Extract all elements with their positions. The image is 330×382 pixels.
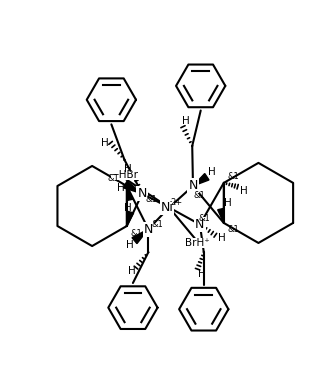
Text: H: H [217,233,225,243]
Text: H: H [208,167,215,177]
Text: H: H [198,269,206,279]
Text: H: H [126,240,134,249]
Text: H: H [224,198,231,208]
Text: &1: &1 [227,172,239,181]
Text: &1: &1 [199,214,211,223]
Text: H: H [117,183,124,193]
Text: &1: &1 [152,220,163,229]
Text: N: N [195,218,205,231]
Text: N: N [138,187,147,200]
Polygon shape [123,181,142,194]
Polygon shape [218,209,224,223]
Text: H: H [127,265,135,276]
Text: N: N [144,223,153,236]
Text: H: H [101,138,108,148]
Text: &1: &1 [130,229,142,238]
Text: H: H [240,186,248,196]
Text: H: H [124,164,132,174]
Polygon shape [132,229,148,244]
Text: BrH⁺: BrH⁺ [185,238,210,248]
Text: Ni: Ni [160,201,173,214]
Text: &1: &1 [107,174,119,183]
Polygon shape [127,186,133,201]
Text: N: N [188,180,198,193]
Text: &1: &1 [193,191,205,200]
Text: &1: &1 [227,225,239,234]
Polygon shape [193,173,209,186]
Text: H: H [124,202,132,212]
Text: −HBr: −HBr [111,170,139,180]
Text: &1: &1 [146,195,157,204]
Text: 2+: 2+ [171,197,183,207]
Text: H: H [182,116,190,126]
Polygon shape [127,211,134,226]
